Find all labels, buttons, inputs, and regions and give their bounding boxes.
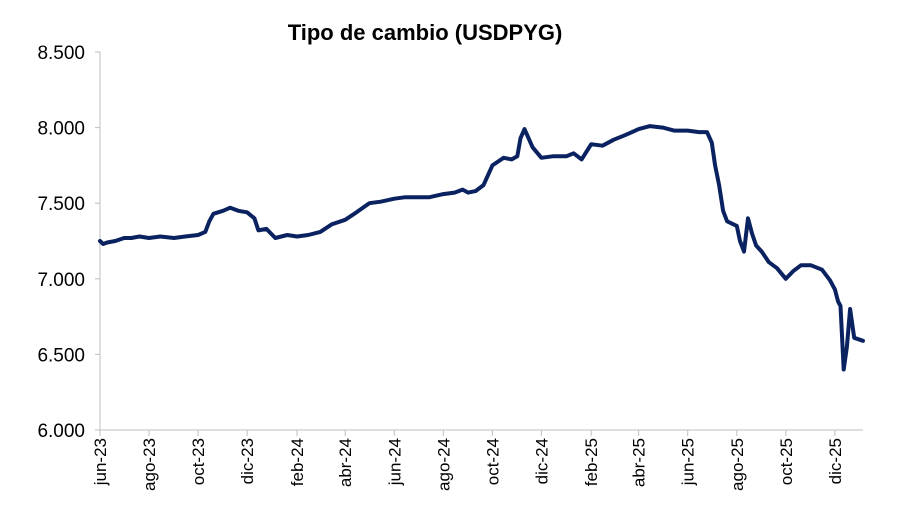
y-tick-label: 6.000 — [37, 421, 85, 442]
y-tick-label: 6.500 — [37, 345, 85, 366]
x-tick-label: oct-25 — [777, 438, 796, 485]
x-tick-label: jun-25 — [679, 438, 698, 486]
x-tick-label: jun-23 — [91, 438, 110, 486]
x-tick-label: feb-25 — [582, 438, 601, 486]
x-tick-label: oct-24 — [483, 438, 502, 485]
x-tick-label: dic-23 — [238, 438, 257, 484]
usdpyg-series-line — [98, 124, 865, 372]
x-tick-label: abr-25 — [630, 438, 649, 487]
x-tick-label: ago-24 — [434, 438, 453, 491]
y-tick-label: 8.000 — [37, 119, 85, 140]
x-tick-label: ago-25 — [728, 438, 747, 491]
y-tick-label: 8.500 — [37, 43, 85, 64]
x-tick-label: dic-25 — [826, 438, 845, 484]
y-tick-label: 7.000 — [37, 270, 85, 291]
x-tick-label: dic-24 — [532, 438, 551, 484]
chart-title: Tipo de cambio (USDPYG) — [287, 20, 563, 45]
x-tick-label: feb-24 — [288, 438, 307, 486]
x-tick-label: ago-23 — [140, 438, 159, 491]
x-tick-labels: jun-23 ago-23 oct-23 dic-23 feb-24 abr-24 jun-… — [91, 430, 845, 491]
x-tick-label: abr-24 — [336, 438, 355, 487]
y-tick-labels: 6.000 6.500 7.000 7.500 8.000 8.500 — [37, 43, 100, 442]
x-tick-label: jun-24 — [385, 438, 404, 486]
y-tick-label: 7.500 — [37, 194, 85, 215]
x-tick-label: oct-23 — [189, 438, 208, 485]
